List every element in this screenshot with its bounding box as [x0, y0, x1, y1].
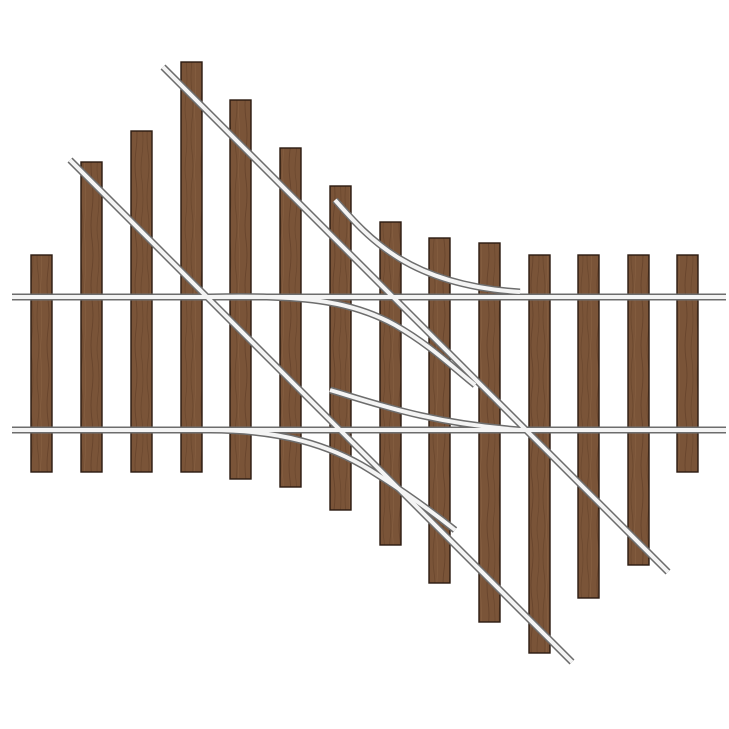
diagonal-rail-right — [161, 65, 670, 574]
sleepers — [30, 61, 699, 654]
sleeper — [130, 130, 153, 473]
curved-rail-lower-turnout — [209, 428, 457, 532]
diagonal-rail-left — [68, 158, 574, 664]
sleeper — [180, 61, 203, 473]
sleeper — [80, 161, 103, 473]
curved-rail-lower-merge — [329, 388, 521, 432]
sleeper — [30, 254, 53, 473]
curved-rail-upper-turnout — [209, 294, 477, 387]
rails — [12, 65, 726, 664]
rail-edges — [12, 64, 726, 665]
sleeper — [676, 254, 699, 473]
sleeper — [627, 254, 650, 566]
curved-rail-top-merge — [333, 198, 521, 294]
sleeper — [229, 99, 252, 480]
sleeper — [379, 221, 402, 546]
sleeper — [279, 147, 302, 488]
sleeper — [428, 237, 451, 584]
